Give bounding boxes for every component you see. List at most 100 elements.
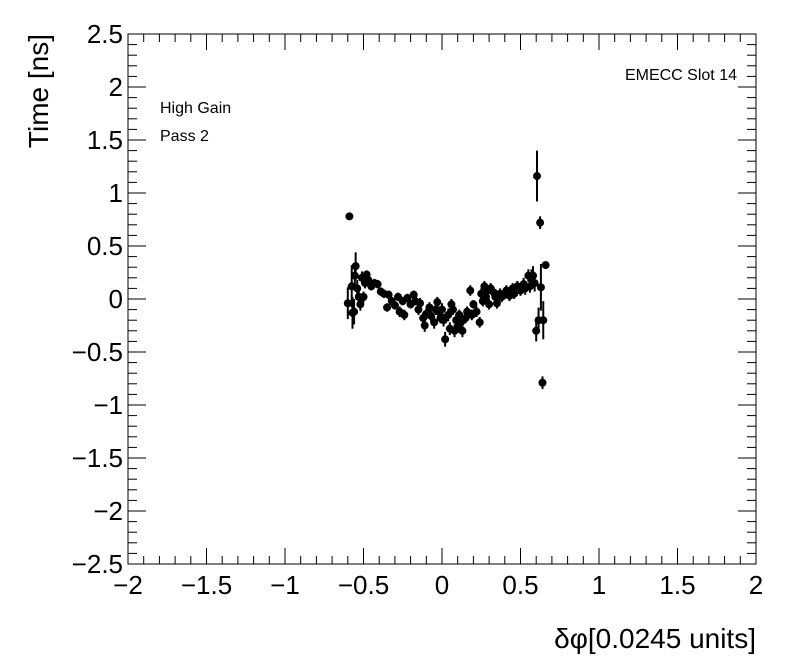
data-marker — [536, 283, 545, 292]
data-marker — [455, 310, 464, 319]
data-point — [444, 308, 453, 322]
x-tick-label: 0.5 — [502, 570, 538, 600]
data-point — [420, 319, 429, 332]
data-marker — [439, 316, 448, 325]
data-marker — [466, 286, 475, 295]
data-marker — [427, 311, 436, 320]
data-point — [416, 297, 425, 309]
data-marker — [492, 299, 501, 308]
data-marker — [538, 378, 547, 387]
data-point — [351, 252, 360, 280]
y-tick-label: 2.5 — [87, 19, 123, 49]
data-marker — [532, 172, 541, 181]
data-point — [364, 275, 373, 285]
data-marker — [384, 290, 393, 299]
x-tick-label: −2 — [113, 570, 143, 600]
gain-annotation: High Gain — [160, 100, 231, 117]
data-point — [538, 376, 547, 390]
data-marker — [400, 310, 409, 319]
data-point — [448, 304, 457, 315]
data-marker — [403, 293, 412, 302]
data-marker — [356, 300, 365, 309]
y-tick-labels: 2.5 2 1.5 1 0.5 0 −0.5 −1 −1.5 −2 −2.5 — [72, 19, 123, 579]
data-point — [345, 212, 354, 221]
data-point — [439, 313, 448, 327]
x-tick-label: −1.5 — [181, 570, 232, 600]
data-marker — [350, 307, 359, 316]
x-tick-label: 1 — [592, 570, 606, 600]
data-point — [536, 264, 545, 311]
data-marker — [420, 321, 429, 330]
data-point — [455, 309, 464, 321]
data-point — [425, 302, 434, 313]
data-marker — [351, 262, 360, 271]
data-point — [433, 296, 442, 308]
x-tick-labels: −2 −1.5 −1 −0.5 0 0.5 1 1.5 2 — [113, 570, 763, 600]
data-marker — [475, 318, 484, 327]
y-tick-label: −0.5 — [72, 337, 123, 367]
data-point — [373, 279, 382, 289]
pass-annotation: Pass 2 — [160, 128, 209, 145]
data-point — [492, 297, 501, 309]
data-marker — [438, 305, 446, 314]
data-marker — [530, 279, 539, 288]
data-point — [438, 303, 446, 316]
data-marker — [458, 326, 467, 335]
data-point — [541, 261, 550, 270]
data-marker — [536, 218, 545, 227]
data-point — [466, 285, 475, 296]
data-point — [441, 331, 450, 347]
data-marker — [373, 280, 382, 289]
data-point — [384, 290, 393, 299]
data-point — [430, 315, 439, 329]
data-point — [458, 324, 467, 338]
data-point — [359, 291, 368, 303]
data-points — [343, 150, 550, 390]
data-marker — [353, 284, 362, 293]
y-tick-label: −1 — [93, 390, 123, 420]
data-point — [427, 310, 436, 322]
y-tick-label: 1.5 — [87, 125, 123, 155]
data-marker — [345, 212, 354, 221]
data-marker — [441, 335, 450, 344]
data-marker — [444, 310, 453, 319]
data-marker — [433, 298, 442, 307]
data-point — [536, 216, 545, 230]
data-marker — [510, 289, 519, 298]
data-marker — [541, 261, 550, 270]
y-tick-label: −2.5 — [72, 549, 123, 579]
data-point — [390, 301, 399, 310]
data-marker — [472, 307, 481, 316]
x-axis-title: δφ[0.0245 units] — [554, 623, 756, 654]
data-point — [356, 297, 365, 311]
data-marker — [529, 271, 538, 280]
data-point — [472, 306, 481, 318]
data-point — [400, 309, 409, 321]
data-marker — [359, 292, 368, 301]
x-tick-label: 1.5 — [659, 570, 695, 600]
slot-annotation: EMECC Slot 14 — [625, 67, 737, 84]
data-point — [510, 288, 519, 299]
y-tick-label: 1 — [109, 178, 123, 208]
data-point — [485, 299, 494, 310]
data-point — [530, 274, 539, 292]
x-tick-label: 2 — [749, 570, 763, 600]
data-marker — [425, 303, 434, 312]
data-marker — [448, 305, 457, 314]
data-marker — [364, 275, 373, 284]
x-tick-label: −0.5 — [338, 570, 389, 600]
y-tick-label: 2 — [109, 72, 123, 102]
y-tick-label: 0 — [109, 284, 123, 314]
data-point — [383, 303, 392, 312]
y-axis-title: Time [ns] — [23, 34, 54, 148]
data-point — [475, 317, 484, 328]
data-point — [343, 287, 352, 320]
axis-ticks — [127, 33, 757, 565]
data-point — [403, 293, 412, 303]
data-marker — [485, 300, 494, 309]
x-tick-label: −1 — [270, 570, 300, 600]
data-marker — [469, 300, 478, 309]
data-marker — [430, 318, 439, 327]
